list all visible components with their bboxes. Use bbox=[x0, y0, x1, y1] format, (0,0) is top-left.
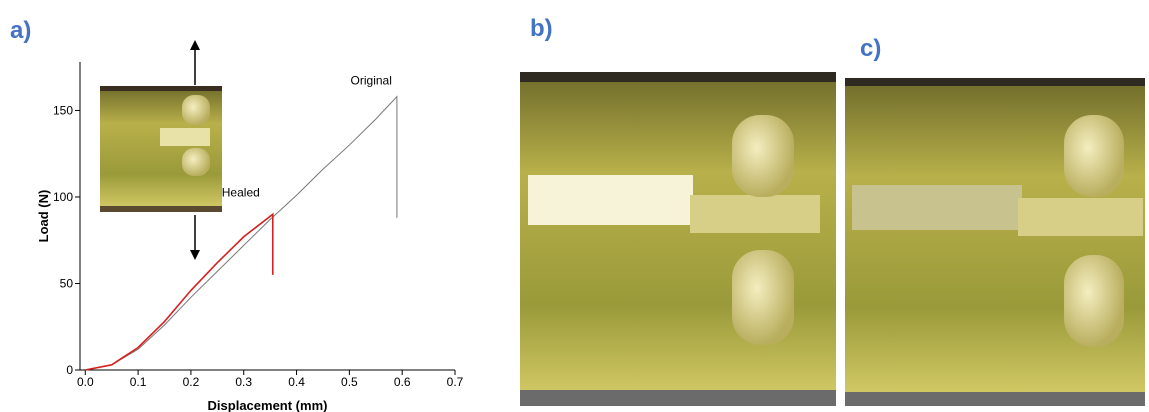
x-tick-label: 0.5 bbox=[341, 375, 358, 389]
line bbox=[85, 212, 274, 371]
photo-original bbox=[520, 72, 836, 406]
y-tick-label: 100 bbox=[53, 190, 73, 204]
x-axis-label: Displacement (mm) bbox=[208, 398, 328, 412]
x-tick-label: 0.2 bbox=[183, 375, 200, 389]
x-tick-label: 0.0 bbox=[77, 375, 94, 389]
x-tick-label: 0.4 bbox=[288, 375, 305, 389]
y-tick-label: 150 bbox=[53, 103, 73, 117]
line bbox=[85, 95, 398, 371]
panel-label: a) bbox=[10, 17, 31, 44]
y-axis-label: Load (N) bbox=[36, 190, 51, 243]
y-tick-label: 50 bbox=[60, 276, 74, 290]
x-tick-label: 0.7 bbox=[447, 375, 464, 389]
series-label: Original bbox=[351, 74, 392, 88]
panel-label: b) bbox=[530, 15, 553, 42]
series-label: Healed bbox=[222, 185, 260, 199]
x-tick-label: 0.3 bbox=[235, 375, 252, 389]
y-tick-label: 0 bbox=[66, 363, 73, 377]
panel-label: c) bbox=[860, 35, 881, 62]
x-tick-label: 0.1 bbox=[130, 375, 147, 389]
photo-healed bbox=[845, 78, 1145, 406]
x-tick-label: 0.6 bbox=[394, 375, 411, 389]
inset-photo bbox=[100, 40, 222, 260]
